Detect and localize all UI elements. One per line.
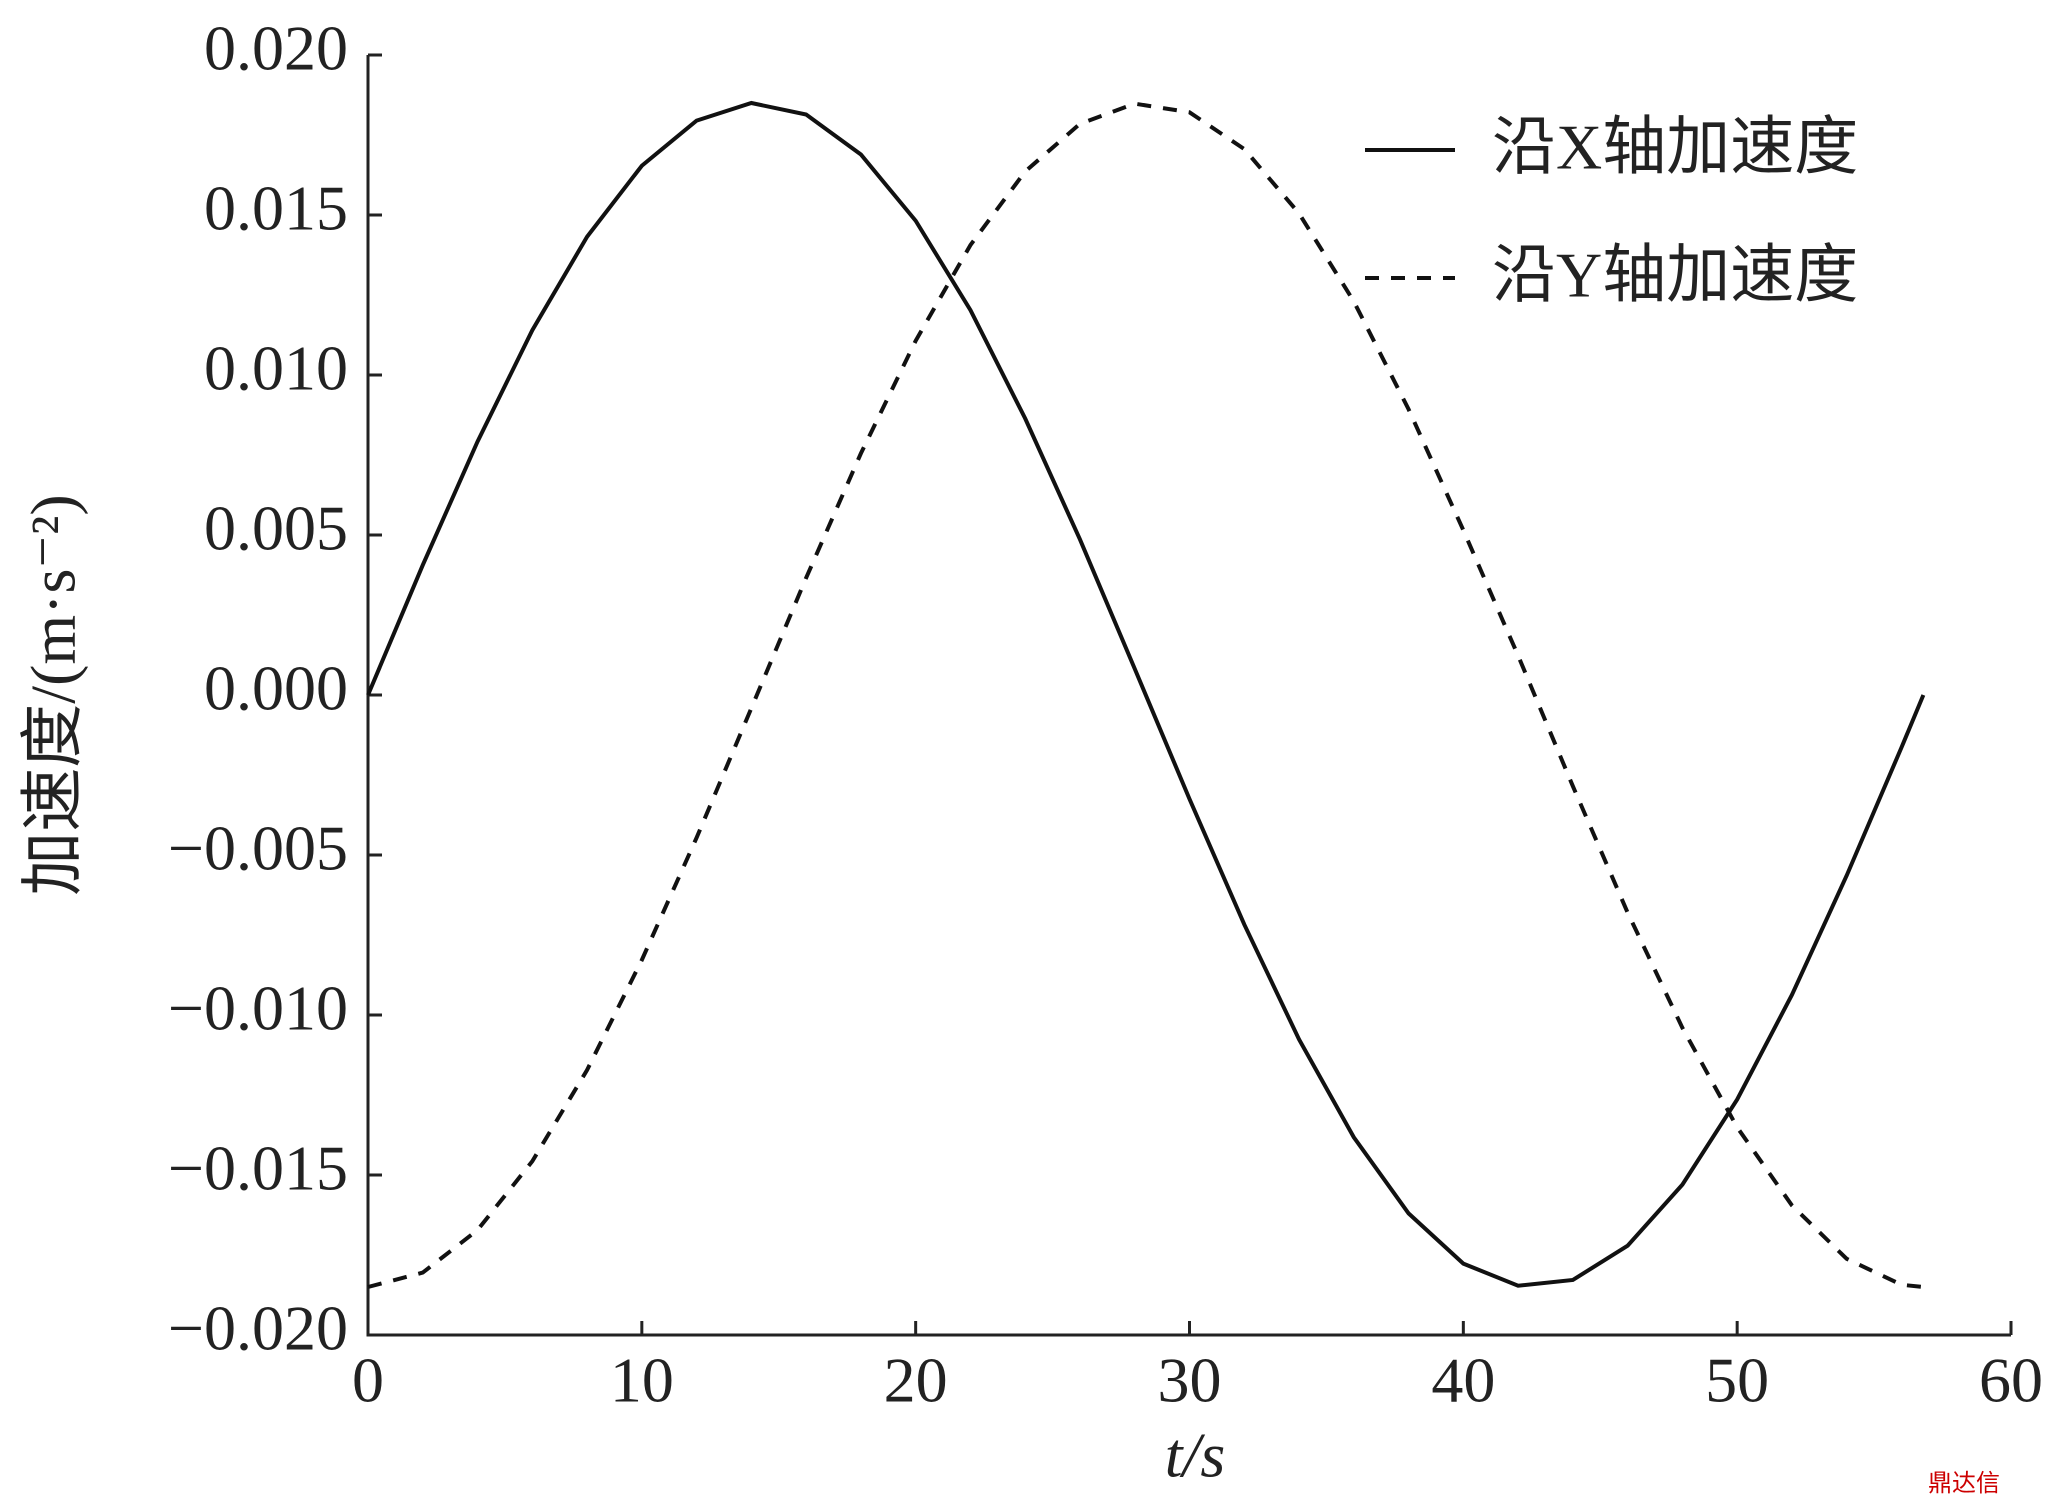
y-axis-label: 加速度/(m·s⁻²) (18, 494, 89, 895)
legend-label: 沿Y轴加速度 (1492, 240, 1858, 311)
y-tick-label: 0.020 (204, 13, 348, 84)
y-tick-label: −0.020 (168, 1293, 348, 1364)
x-tick-label: 0 (352, 1345, 384, 1416)
y-tick-label: 0.010 (204, 333, 348, 404)
series-line (366, 100, 1926, 1288)
series-line (367, 101, 1924, 1289)
watermark: 鼎达信 (1928, 1469, 2000, 1497)
y-tick-label: −0.005 (168, 813, 348, 884)
x-tick-label: 50 (1705, 1345, 1769, 1416)
y-tick-label: −0.015 (168, 1133, 348, 1204)
x-axis-label: t/s (1165, 1420, 1225, 1491)
x-tick-label: 40 (1431, 1345, 1495, 1416)
x-tick-label: 30 (1158, 1345, 1222, 1416)
x-tick-label: 60 (1979, 1345, 2043, 1416)
y-tick-label: 0.015 (204, 173, 348, 244)
x-tick-label: 10 (610, 1345, 674, 1416)
y-tick-label: 0.005 (204, 493, 348, 564)
y-tick-label: 0.000 (204, 653, 348, 724)
y-tick-label: −0.010 (168, 973, 348, 1044)
legend-label: 沿X轴加速度 (1492, 112, 1858, 183)
x-tick-label: 20 (884, 1345, 948, 1416)
